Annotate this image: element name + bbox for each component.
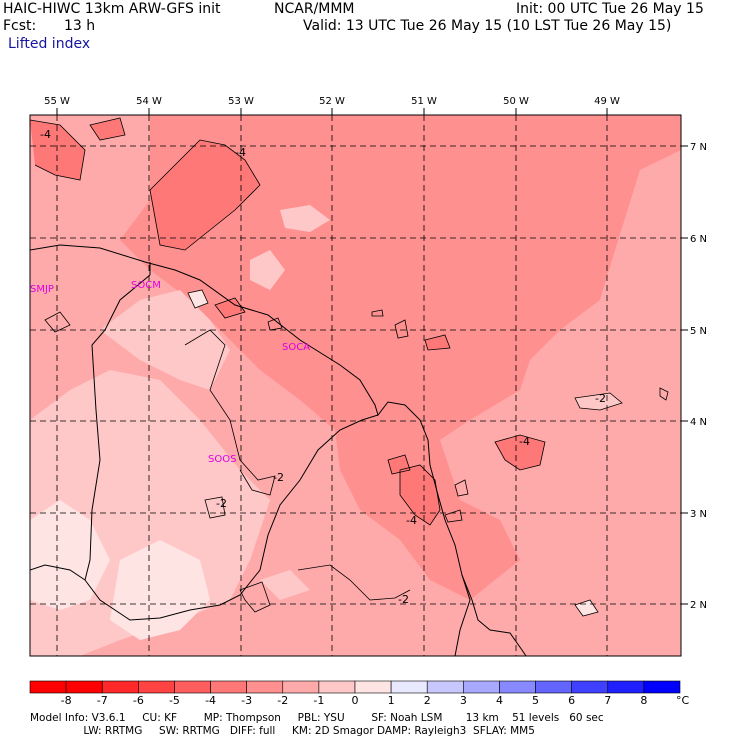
colorbar-swatch [282, 680, 320, 694]
colorbar-swatch [138, 680, 175, 694]
lat-label-5n: 5 N [690, 326, 707, 337]
model-title: HAIC-HIWC 13km ARW-GFS init [3, 1, 221, 17]
contour-label: -2 [398, 593, 409, 606]
colorbar-swatch [174, 680, 211, 694]
contour-label: -4 [519, 435, 530, 448]
colorbar-tick-label: -3 [241, 694, 252, 707]
colorbar-swatch [571, 680, 609, 694]
colorbar-swatch [65, 680, 103, 694]
colorbar-tick-label: 2 [424, 694, 431, 707]
colorbar: -8 -7 -6 -5 -4 -3 -2 -1 0 1 2 3 4 5 6 7 8 °C [29, 680, 690, 707]
colorbar-swatch [246, 680, 284, 694]
lon-label-54w: 54 W [136, 96, 162, 107]
colorbar-swatch [354, 680, 392, 694]
contour-label: -4 [406, 514, 417, 527]
colorbar-tick-label: -2 [277, 694, 288, 707]
lat-label-4n: 4 N [690, 417, 707, 428]
station-soos: SOOS [208, 454, 236, 465]
lon-label-52w: 52 W [319, 96, 345, 107]
field-name: Lifted index [8, 36, 91, 52]
colorbar-tick-label: 4 [496, 694, 503, 707]
lat-label-6n: 6 N [690, 234, 707, 245]
lon-label-53w: 53 W [228, 96, 254, 107]
contour-label: -2 [216, 497, 227, 510]
colorbar-tick-label: -1 [313, 694, 324, 707]
lifted-index-fill [30, 115, 681, 656]
colorbar-swatch [390, 680, 428, 694]
colorbar-tick-label: -6 [133, 694, 144, 707]
station-soca: SOCA [282, 342, 310, 353]
colorbar-swatch [29, 680, 67, 694]
contour-label: -2 [595, 392, 606, 405]
colorbar-tick-label: -4 [205, 694, 216, 707]
lon-label-49w: 49 W [594, 96, 620, 107]
contour-label: -2 [273, 471, 284, 484]
init-time: Init: 00 UTC Tue 26 May 15 [516, 1, 704, 17]
colorbar-swatch [426, 680, 464, 694]
colorbar-swatch [318, 680, 356, 694]
colorbar-tick-label: -5 [169, 694, 180, 707]
valid-time: Valid: 13 UTC Tue 26 May 15 (10 LST Tue … [303, 18, 672, 34]
colorbar-swatch [607, 680, 645, 694]
colorbar-tick-label: 6 [568, 694, 575, 707]
colorbar-tick-label: -7 [97, 694, 108, 707]
colorbar-swatch [210, 680, 247, 694]
colorbar-swatch [535, 680, 572, 694]
colorbar-tick-label: 7 [604, 694, 611, 707]
contour-label: -4 [235, 146, 246, 159]
colorbar-swatch [463, 680, 500, 694]
lat-label-3n: 3 N [690, 509, 707, 520]
plot-frame [29, 114, 682, 657]
station-smjp: SMJP [30, 284, 54, 295]
colorbar-tick-label: 3 [460, 694, 467, 707]
contour-label: -4 [40, 128, 51, 141]
forecast-label: Fcst: [3, 18, 37, 34]
model-info-line1: Model Info: V3.6.1 CU: KF MP: Thompson P… [30, 712, 604, 724]
lifted-index-contours [30, 117, 669, 617]
lon-label-55w: 55 W [44, 96, 70, 107]
lon-label-50w: 50 W [503, 96, 529, 107]
org-label: NCAR/MMM [274, 1, 355, 17]
lat-lon-grid [30, 115, 681, 656]
colorbar-tick-label: 5 [532, 694, 539, 707]
colorbar-unit: °C [676, 694, 690, 707]
lat-label-7n: 7 N [690, 142, 707, 153]
colorbar-tick-label: 8 [640, 694, 647, 707]
colorbar-tick-label: -8 [61, 694, 72, 707]
colorbar-swatch [643, 680, 681, 694]
colorbar-swatch [101, 680, 139, 694]
colorbar-tick-label: 1 [388, 694, 395, 707]
model-info-line2: LW: RRTMG SW: RRTMG DIFF: full KM: 2D Sm… [30, 725, 535, 737]
colorbar-tick-label: 0 [352, 694, 359, 707]
lat-label-2n: 2 N [690, 600, 707, 611]
colorbar-swatch [499, 680, 536, 694]
station-socm: SOCM [131, 280, 161, 291]
coastline-borders [30, 244, 527, 656]
lon-ticks [56, 108, 688, 605]
lon-label-51w: 51 W [411, 96, 437, 107]
forecast-hours: 13 h [64, 18, 96, 34]
